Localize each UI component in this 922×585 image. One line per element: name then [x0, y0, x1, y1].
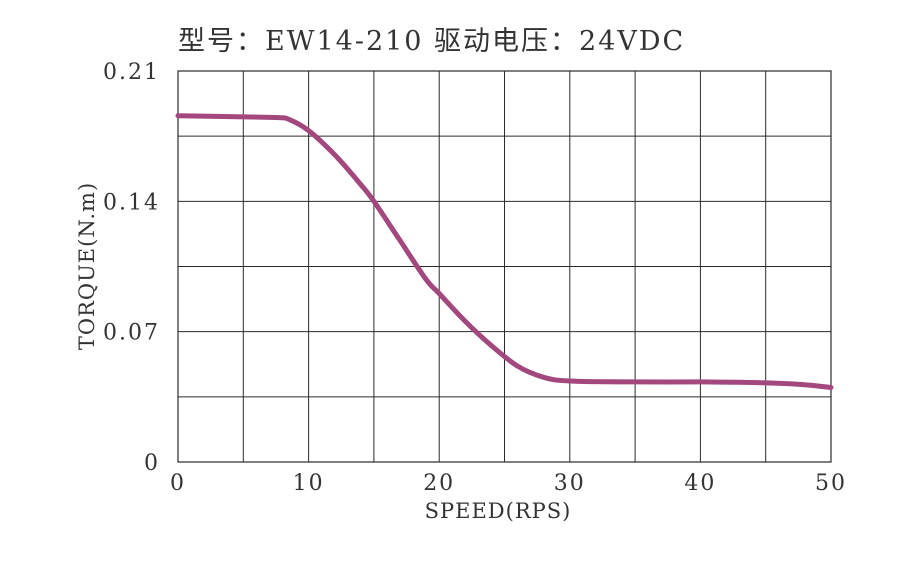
- grid: [177, 70, 832, 463]
- x-tick-label: 30: [554, 471, 586, 496]
- x-tick-label: 0: [170, 471, 186, 496]
- x-tick-label: 10: [293, 471, 325, 496]
- tick-labels: 0 10 20 30 40 50 0 0.07 0.14 0.21: [103, 60, 847, 496]
- y-tick-label: 0.14: [103, 190, 160, 215]
- series-layer: [175, 113, 834, 390]
- x-tick-label: 50: [815, 471, 847, 496]
- x-tick-label: 40: [684, 471, 716, 496]
- y-tick-label: 0.21: [103, 60, 160, 85]
- y-tick-label: 0.07: [103, 321, 160, 346]
- y-tick-label: 0: [144, 451, 160, 476]
- x-axis-label: SPEED(RPS): [425, 499, 572, 523]
- chart-title: 型号：EW14-210 驱动电压：24VDC: [178, 26, 685, 57]
- x-tick-label: 20: [423, 471, 455, 496]
- y-axis-label: TORQUE(N.m): [75, 182, 99, 350]
- torque-curve-line: [175, 113, 834, 390]
